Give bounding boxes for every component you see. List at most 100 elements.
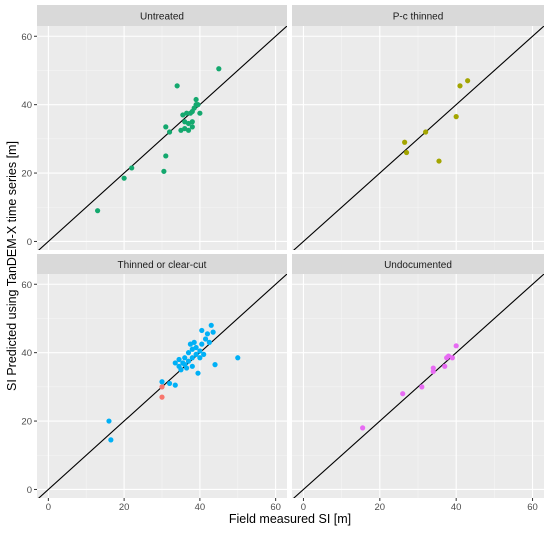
data-point [202, 336, 209, 342]
facet-panel: P-c thinned [292, 5, 544, 250]
data-point [201, 351, 207, 357]
identity-line [293, 274, 544, 498]
data-point [402, 139, 408, 145]
data-point [159, 394, 165, 400]
x-tick-label: 20 [375, 502, 386, 513]
data-point [189, 124, 195, 130]
data-point [199, 341, 205, 347]
x-axis-title: Field measured SI [m] [229, 512, 351, 526]
y-tick-label: 20 [21, 417, 32, 428]
x-tick-label: 40 [195, 502, 206, 513]
data-point [204, 331, 211, 337]
data-point [216, 66, 222, 72]
facet-strip [37, 5, 287, 26]
panel-plot-area [292, 26, 544, 250]
data-point [106, 418, 112, 424]
data-point [449, 355, 455, 361]
data-point [193, 351, 199, 357]
y-tick-label: 20 [21, 169, 32, 180]
data-point [197, 348, 203, 354]
data-point [174, 83, 180, 89]
y-tick-label: 40 [21, 100, 32, 111]
identity-line [38, 26, 287, 250]
data-point [195, 370, 201, 376]
x-tick-label: 60 [270, 502, 281, 513]
panel-plot-area [37, 26, 287, 250]
data-point [176, 356, 182, 363]
data-point [193, 344, 199, 351]
data-point [400, 391, 406, 397]
data-point [423, 129, 429, 135]
x-tick-label: 20 [119, 502, 130, 513]
data-point [235, 355, 241, 361]
panel-plot-area [37, 274, 287, 498]
data-point [185, 350, 192, 356]
data-point [172, 382, 178, 388]
y-tick-label: 40 [21, 348, 32, 359]
data-point [195, 102, 201, 108]
data-point [197, 110, 203, 116]
facet-title: Undocumented [384, 260, 452, 271]
data-point [206, 339, 212, 345]
data-point [129, 165, 135, 171]
data-point [182, 355, 188, 361]
facet-strip [292, 254, 544, 274]
data-point [403, 149, 410, 156]
data-point [166, 129, 173, 135]
data-point [457, 83, 463, 89]
identity-line [293, 26, 544, 250]
x-tick-label: 0 [46, 502, 51, 513]
data-point [189, 119, 195, 125]
data-point [208, 322, 214, 328]
y-tick-label: 60 [21, 280, 32, 291]
data-point [197, 355, 203, 361]
data-point [161, 168, 167, 174]
facet-title: Thinned or clear-cut [118, 260, 207, 271]
data-point [166, 380, 173, 387]
data-point [193, 96, 199, 103]
data-point [184, 110, 190, 116]
data-point [465, 78, 471, 84]
data-point [95, 208, 101, 214]
facet-title: Untreated [140, 12, 184, 23]
data-point [199, 327, 205, 334]
facet-title: P-c thinned [393, 12, 444, 23]
facet-panel: Thinned or clear-cut 0 20 40 60 0 20 40 60 [21, 254, 287, 513]
x-tick-label: 0 [301, 502, 306, 513]
panel-plot-area [292, 274, 544, 498]
y-tick-label: 0 [27, 485, 32, 496]
facet-panel: Undocumented 0 20 40 60 [292, 254, 544, 513]
data-point [163, 153, 169, 159]
data-point [163, 124, 169, 130]
data-point [184, 365, 190, 371]
facet-strip [37, 254, 287, 274]
data-point [442, 363, 448, 369]
data-point [419, 384, 425, 390]
data-point [212, 362, 218, 368]
data-point [430, 365, 436, 371]
data-point [360, 425, 366, 431]
facet-panel: Untreated 0 20 40 60 [21, 5, 287, 250]
data-point [453, 114, 459, 120]
data-point [108, 437, 114, 443]
facet-strip [292, 5, 544, 26]
y-tick-label: 0 [27, 237, 32, 248]
data-point [453, 343, 459, 349]
data-point [178, 367, 184, 373]
data-point [436, 158, 442, 164]
x-tick-label: 60 [527, 502, 538, 513]
data-point [121, 175, 127, 181]
y-axis-title: SI Predicted using TanDEM-X time series … [5, 141, 19, 391]
data-point [189, 363, 195, 369]
x-tick-label: 40 [451, 502, 462, 513]
data-point [191, 339, 197, 345]
data-point [185, 127, 192, 133]
data-point [185, 358, 192, 364]
data-point [210, 329, 216, 335]
y-tick-label: 60 [21, 32, 32, 43]
data-point [172, 360, 178, 366]
data-point [159, 379, 165, 385]
data-point [189, 355, 195, 361]
